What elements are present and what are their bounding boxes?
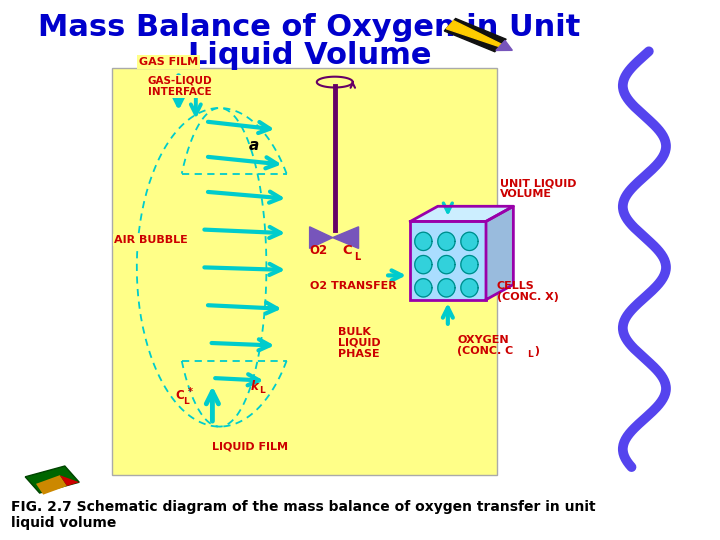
- Polygon shape: [496, 40, 513, 50]
- Text: O2: O2: [310, 244, 328, 256]
- Text: C: C: [343, 244, 352, 256]
- Polygon shape: [438, 232, 455, 251]
- Text: L: L: [184, 397, 189, 406]
- Polygon shape: [438, 279, 455, 297]
- Polygon shape: [461, 255, 478, 274]
- Polygon shape: [446, 21, 502, 46]
- Polygon shape: [461, 232, 478, 251]
- Polygon shape: [444, 18, 506, 52]
- Polygon shape: [415, 255, 432, 274]
- Polygon shape: [461, 279, 478, 297]
- Text: BULK
LIQUID
PHASE: BULK LIQUID PHASE: [338, 327, 381, 359]
- Text: L: L: [259, 387, 265, 395]
- Text: Liquid Volume: Liquid Volume: [188, 40, 431, 70]
- Polygon shape: [36, 475, 67, 495]
- Polygon shape: [60, 475, 79, 486]
- Text: UNIT LIQUID
VOLUME: UNIT LIQUID VOLUME: [500, 179, 577, 199]
- Text: L: L: [354, 252, 361, 261]
- Text: GAS-LIQUD
INTERFACE: GAS-LIQUD INTERFACE: [148, 76, 212, 97]
- Text: a: a: [248, 138, 258, 153]
- Polygon shape: [486, 206, 513, 300]
- Text: k: k: [251, 380, 258, 393]
- Polygon shape: [415, 279, 432, 297]
- Polygon shape: [333, 227, 359, 248]
- Polygon shape: [410, 206, 513, 221]
- Text: GAS FILM: GAS FILM: [139, 57, 198, 67]
- Text: CELLS
(CONC. X): CELLS (CONC. X): [497, 281, 559, 302]
- Text: AIR BUBBLE: AIR BUBBLE: [114, 235, 187, 245]
- Text: C: C: [176, 389, 184, 402]
- Text: L: L: [527, 350, 533, 359]
- Text: *: *: [188, 387, 193, 397]
- Text: OXYGEN
(CONC. C: OXYGEN (CONC. C: [457, 335, 513, 356]
- Text: Mass Balance of Oxygen in Unit: Mass Balance of Oxygen in Unit: [38, 14, 581, 43]
- Text: LIQUID FILM: LIQUID FILM: [212, 442, 289, 451]
- Bar: [410, 221, 486, 300]
- Polygon shape: [415, 232, 432, 251]
- Text: FIG. 2.7 Schematic diagram of the mass balance of oxygen transfer in unit
liquid: FIG. 2.7 Schematic diagram of the mass b…: [11, 500, 595, 530]
- Polygon shape: [438, 255, 455, 274]
- Bar: [112, 68, 497, 475]
- Text: ): ): [531, 346, 540, 356]
- Polygon shape: [310, 227, 333, 248]
- Text: O2 TRANSFER: O2 TRANSFER: [310, 281, 396, 291]
- Polygon shape: [25, 466, 79, 493]
